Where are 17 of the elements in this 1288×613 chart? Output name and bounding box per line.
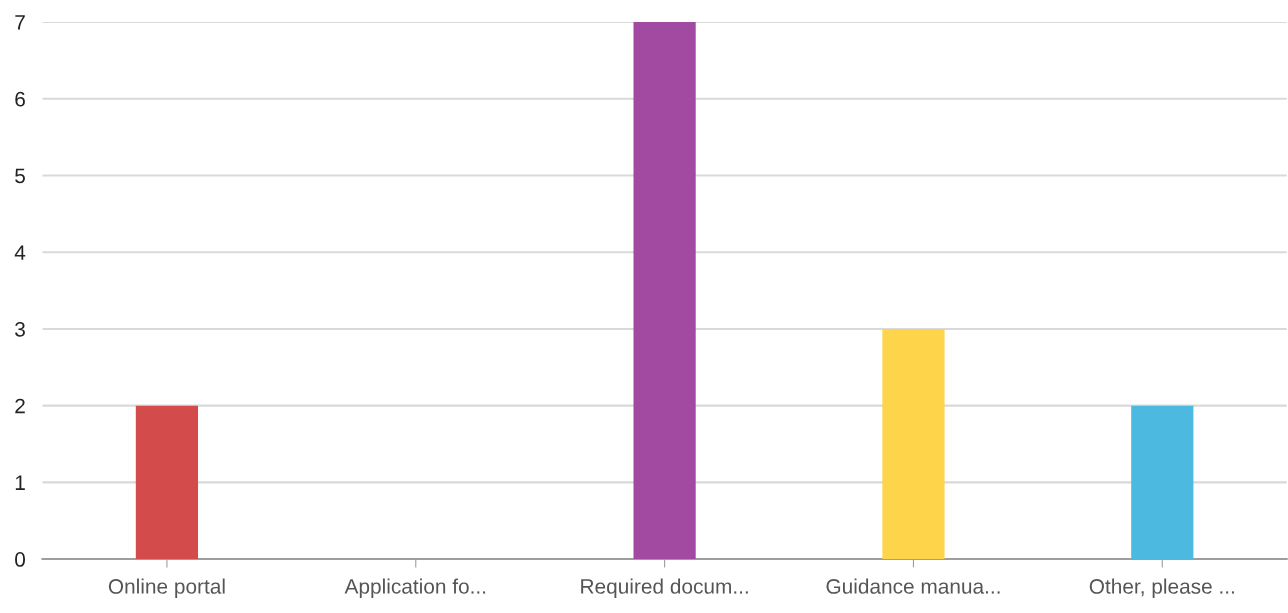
y-tick-label: 5 xyxy=(15,168,25,184)
y-tick-label: 1 xyxy=(15,475,25,490)
y-tick-label: 0 xyxy=(15,552,26,567)
bar xyxy=(882,328,945,560)
y-tick-label: 7 xyxy=(15,15,25,30)
y-tick-label: 6 xyxy=(15,91,25,107)
x-tick-label: Online portal xyxy=(108,578,225,598)
y-tick-label: 3 xyxy=(15,321,25,337)
x-tick-label: Application fo... xyxy=(344,578,486,598)
y-tick-label: 4 xyxy=(14,245,26,260)
bar xyxy=(1131,405,1194,560)
x-tick-label: Required docum... xyxy=(581,578,748,598)
y-tick-label: 2 xyxy=(15,398,25,414)
bar xyxy=(633,22,696,560)
x-tick-label: Other, please ... xyxy=(1089,578,1234,598)
x-tick-label: Guidance manua... xyxy=(826,578,1000,594)
bar xyxy=(135,405,199,560)
